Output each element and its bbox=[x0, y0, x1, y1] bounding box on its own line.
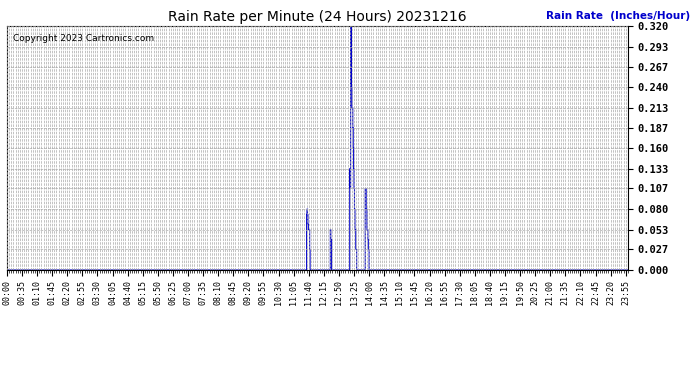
Title: Rain Rate per Minute (24 Hours) 20231216: Rain Rate per Minute (24 Hours) 20231216 bbox=[168, 10, 466, 24]
Text: Rain Rate  (Inches/Hour): Rain Rate (Inches/Hour) bbox=[546, 11, 690, 21]
Text: Copyright 2023 Cartronics.com: Copyright 2023 Cartronics.com bbox=[13, 34, 155, 43]
